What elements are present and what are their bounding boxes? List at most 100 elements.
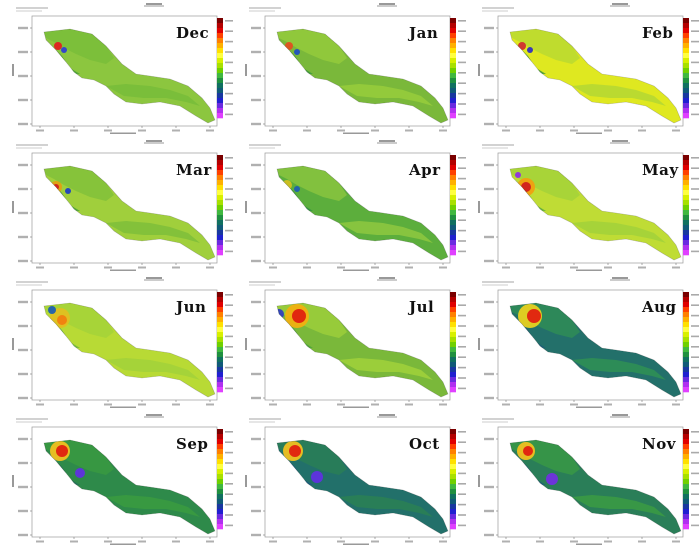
colorbar-segment xyxy=(217,48,223,54)
x-tick-label xyxy=(303,403,311,406)
x-tick-label xyxy=(604,540,612,543)
colorbar-tick-label xyxy=(458,61,466,64)
colorbar-segment xyxy=(217,175,223,181)
colorbar-segment xyxy=(450,499,456,505)
x-tick-label xyxy=(405,540,413,543)
colorbar-tick-label xyxy=(691,366,699,369)
colorbar-segment xyxy=(450,337,456,343)
colorbar-segment xyxy=(450,88,456,94)
coastline xyxy=(43,439,216,535)
colorbar-segment xyxy=(683,322,689,328)
colorbar-segment xyxy=(217,367,223,373)
colorbar-tick-label xyxy=(458,209,466,211)
colorbar-tick-label xyxy=(225,503,233,506)
colorbar-segment xyxy=(683,327,689,333)
colorbar-segment xyxy=(683,459,689,465)
anomaly-patch xyxy=(61,47,67,53)
colorbar-segment xyxy=(217,185,223,191)
x-tick-label xyxy=(36,540,44,543)
x-axis-title xyxy=(343,132,369,134)
colorbar-tick-label xyxy=(691,209,699,211)
colorbar-segment xyxy=(683,494,689,500)
colorbar-segment xyxy=(217,439,223,445)
colorbar-segment xyxy=(450,18,456,24)
colorbar-segment xyxy=(217,58,223,64)
colorbar-segment xyxy=(450,434,456,440)
logo-icon xyxy=(377,277,397,281)
y-tick-label xyxy=(484,74,494,78)
colorbar xyxy=(683,155,699,256)
colorbar-tick-label xyxy=(691,387,699,390)
colorbar-tick-label xyxy=(458,103,466,105)
colorbar-tick-label xyxy=(458,493,466,495)
colorbar-segment xyxy=(683,509,689,515)
colorbar-tick-label xyxy=(458,472,466,475)
colorbar-tick-label xyxy=(225,240,233,242)
x-tick-label xyxy=(138,266,146,269)
colorbar-segment xyxy=(450,185,456,191)
y-tick-label xyxy=(251,74,261,78)
colorbar xyxy=(217,155,233,256)
colorbar-segment xyxy=(450,43,456,49)
colorbar-segment xyxy=(683,165,689,171)
colorbar-tick-label xyxy=(691,157,699,159)
y-axis-title xyxy=(245,475,247,487)
y-tick-label xyxy=(484,324,494,328)
map-figure xyxy=(478,3,699,134)
y-tick-label xyxy=(251,187,261,191)
colorbar-segment xyxy=(450,23,456,29)
y-axis-title xyxy=(245,64,247,76)
anomaly-patch xyxy=(527,309,541,323)
x-tick-label xyxy=(502,266,510,269)
gulf-field-oct xyxy=(277,440,448,534)
x-axis-title xyxy=(110,132,136,134)
colorbar-segment xyxy=(450,489,456,495)
colorbar-tick-label xyxy=(691,294,699,296)
colorbar-segment xyxy=(450,160,456,166)
colorbar-segment xyxy=(683,73,689,79)
colorbar-segment xyxy=(450,357,456,363)
colorbar-tick-label xyxy=(225,346,233,348)
y-tick-label xyxy=(251,300,261,304)
anomaly-patch xyxy=(518,42,526,50)
panel-header xyxy=(249,7,281,12)
colorbar-tick-label xyxy=(458,40,466,43)
colorbar-segment xyxy=(450,210,456,216)
colorbar-segment xyxy=(683,444,689,450)
colorbar-segment xyxy=(217,509,223,515)
y-tick-label xyxy=(251,211,261,215)
y-tick-label xyxy=(484,50,494,54)
y-tick-label xyxy=(484,259,494,263)
colorbar-segment xyxy=(683,297,689,303)
colorbar-segment xyxy=(450,519,456,525)
colorbar-tick-label xyxy=(225,209,233,211)
coastline xyxy=(276,28,449,124)
colorbar-segment xyxy=(683,434,689,440)
y-tick-label xyxy=(18,50,28,54)
colorbar-segment xyxy=(217,68,223,74)
colorbar-tick-label xyxy=(691,51,699,53)
map-panel-jun: Jun xyxy=(10,276,236,408)
colorbar-segment xyxy=(217,504,223,510)
colorbar-tick-label xyxy=(458,167,466,169)
x-tick-label xyxy=(638,403,646,406)
colorbar-segment xyxy=(683,48,689,54)
y-tick-label xyxy=(18,74,28,78)
colorbar-segment xyxy=(217,103,223,109)
gulf-field-mar xyxy=(44,166,215,260)
colorbar-tick-label xyxy=(225,92,233,95)
colorbar-tick-label xyxy=(691,304,699,306)
panel-header xyxy=(16,144,48,149)
colorbar-segment xyxy=(683,88,689,94)
x-tick-label xyxy=(638,129,646,132)
y-tick-label xyxy=(484,211,494,215)
anomaly-patch xyxy=(294,49,300,55)
y-tick-label xyxy=(484,187,494,191)
y-tick-label xyxy=(18,509,28,513)
colorbar-segment xyxy=(683,489,689,495)
panel-header xyxy=(482,281,514,286)
colorbar-segment xyxy=(683,38,689,44)
colorbar-tick-label xyxy=(458,30,466,32)
map-panel-jul: Jul xyxy=(243,276,469,408)
anomaly-patch xyxy=(311,471,323,483)
